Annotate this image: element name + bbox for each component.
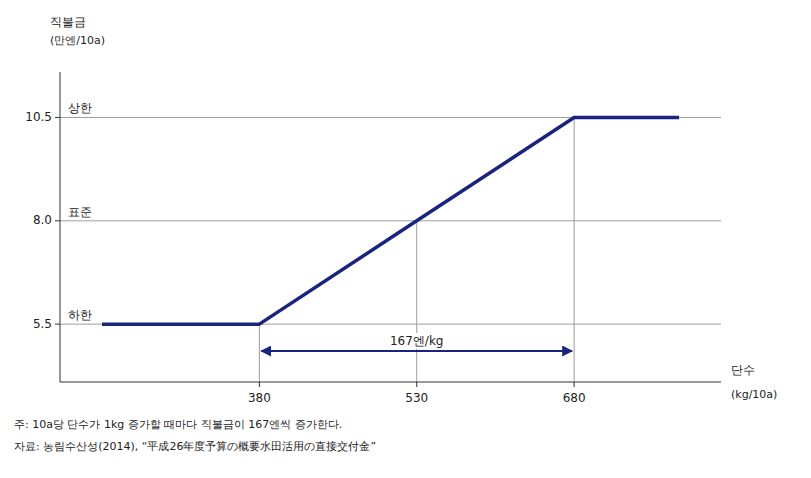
x-tick — [416, 382, 417, 387]
reference-vline — [259, 324, 260, 382]
y-axis-unit: (만엔/10a) — [50, 34, 105, 47]
y-tick — [55, 117, 60, 118]
y-tick — [55, 324, 60, 325]
x-tick — [259, 382, 260, 387]
x-tick-label: 680 — [563, 391, 586, 405]
reference-label: 표준 — [68, 205, 92, 219]
x-axis-unit: (kg/10a) — [731, 388, 777, 401]
reference-vline — [416, 221, 417, 382]
arrow-label-background — [387, 333, 447, 349]
x-axis — [60, 382, 721, 383]
x-tick — [574, 382, 575, 387]
y-axis-label: 직불금 — [50, 15, 86, 29]
reference-label: 상한 — [68, 101, 92, 115]
reference-hline — [60, 220, 721, 221]
reference-label: 하한 — [68, 308, 92, 322]
x-tick-label: 380 — [248, 391, 271, 405]
y-tick-label: 8.0 — [33, 213, 52, 227]
plot-area — [102, 117, 679, 382]
arrow-label: 167엔/kg — [390, 334, 444, 348]
data-line — [102, 117, 679, 324]
reference-vline — [574, 117, 575, 382]
note: 자료: 농림수산성(2014), “平成26年度予算の概要水田活用の直接交付金” — [14, 440, 376, 453]
y-tick-label: 10.5 — [25, 110, 52, 124]
range-arrow — [261, 350, 572, 352]
y-tick-label: 5.5 — [33, 317, 52, 331]
y-tick — [55, 220, 60, 221]
x-axis-label: 단수 — [731, 363, 755, 377]
y-axis — [60, 72, 61, 382]
note: 주: 10a당 단수가 1kg 증가할 때마다 직불금이 167엔씩 증가한다. — [14, 418, 342, 431]
x-tick-label: 530 — [405, 391, 428, 405]
chart: 5.5 8.0 10.5 380 530 680 상한표준하한 직불금 (만엔/10a) 단수 (k… — [0, 0, 811, 478]
